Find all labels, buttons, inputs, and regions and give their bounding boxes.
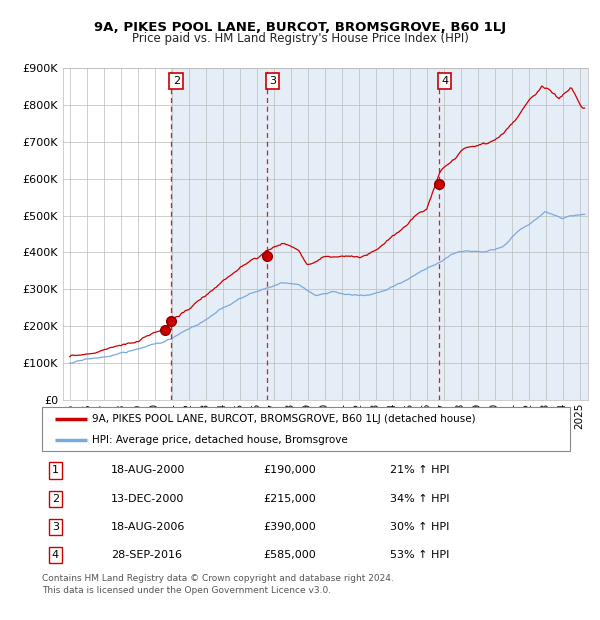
Text: Price paid vs. HM Land Registry's House Price Index (HPI): Price paid vs. HM Land Registry's House … [131, 32, 469, 45]
Text: HPI: Average price, detached house, Bromsgrove: HPI: Average price, detached house, Brom… [92, 435, 348, 445]
Text: 2: 2 [173, 76, 180, 86]
Text: 3: 3 [269, 76, 276, 86]
Text: 13-DEC-2000: 13-DEC-2000 [110, 494, 184, 503]
Text: Contains HM Land Registry data © Crown copyright and database right 2024.: Contains HM Land Registry data © Crown c… [42, 574, 394, 583]
Text: 9A, PIKES POOL LANE, BURCOT, BROMSGROVE, B60 1LJ: 9A, PIKES POOL LANE, BURCOT, BROMSGROVE,… [94, 21, 506, 34]
Bar [171, 68, 588, 400]
Text: 2: 2 [52, 494, 59, 503]
Text: 34% ↑ HPI: 34% ↑ HPI [391, 494, 450, 503]
Text: £190,000: £190,000 [264, 466, 317, 476]
Text: 28-SEP-2016: 28-SEP-2016 [110, 550, 182, 560]
Text: 53% ↑ HPI: 53% ↑ HPI [391, 550, 450, 560]
Text: 30% ↑ HPI: 30% ↑ HPI [391, 522, 450, 532]
Text: 3: 3 [52, 522, 59, 532]
Text: 21% ↑ HPI: 21% ↑ HPI [391, 466, 450, 476]
Text: 4: 4 [52, 550, 59, 560]
Text: 4: 4 [441, 76, 448, 86]
Text: £585,000: £585,000 [264, 550, 317, 560]
Text: 18-AUG-2006: 18-AUG-2006 [110, 522, 185, 532]
Text: 18-AUG-2000: 18-AUG-2000 [110, 466, 185, 476]
Text: £215,000: £215,000 [264, 494, 317, 503]
Text: £390,000: £390,000 [264, 522, 317, 532]
Text: This data is licensed under the Open Government Licence v3.0.: This data is licensed under the Open Gov… [42, 586, 331, 595]
FancyBboxPatch shape [42, 407, 570, 451]
Text: 1: 1 [52, 466, 59, 476]
Text: 9A, PIKES POOL LANE, BURCOT, BROMSGROVE, B60 1LJ (detached house): 9A, PIKES POOL LANE, BURCOT, BROMSGROVE,… [92, 414, 476, 424]
